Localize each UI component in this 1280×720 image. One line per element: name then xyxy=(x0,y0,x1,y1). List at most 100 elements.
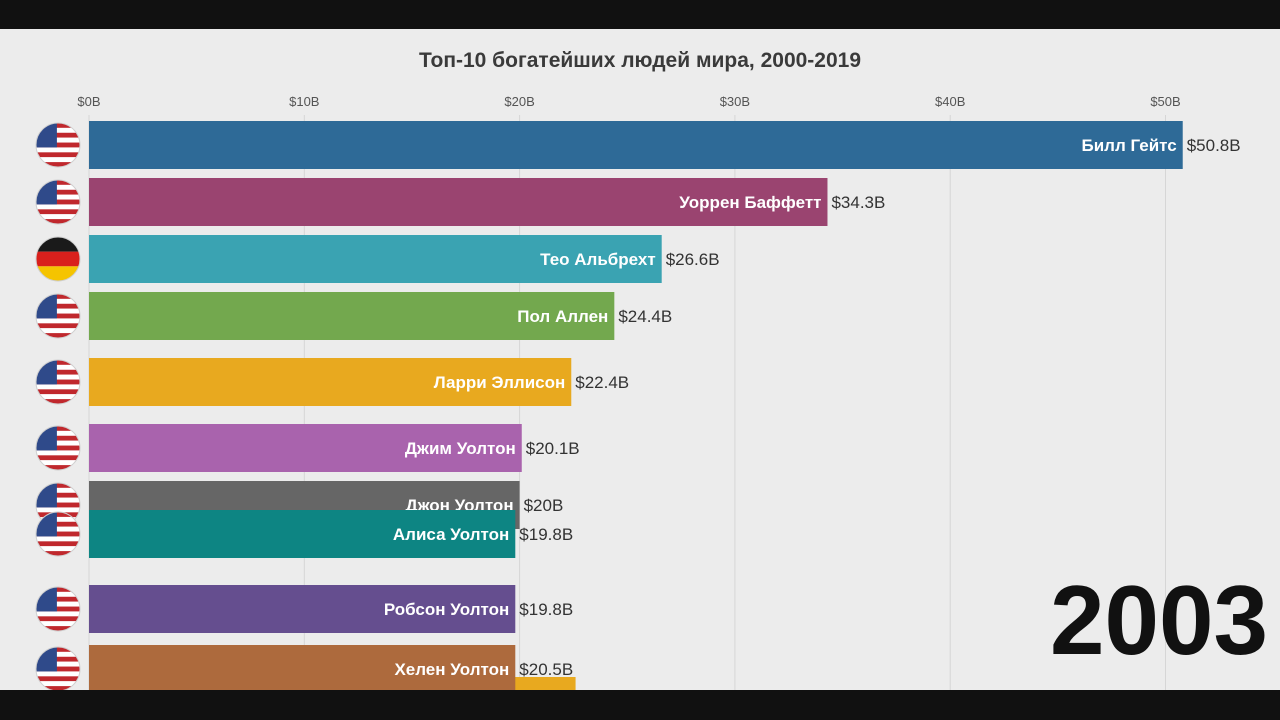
flag-stripe xyxy=(36,596,80,602)
flag-border xyxy=(35,122,81,168)
flag-stripe-black xyxy=(36,237,80,252)
flag-stripe xyxy=(36,676,80,682)
flag-stripe xyxy=(36,209,80,215)
flag-stripe xyxy=(36,384,80,390)
flag-stripe xyxy=(36,497,80,503)
flag-stripe xyxy=(36,214,80,220)
flag-stripe xyxy=(36,152,80,158)
flag-stripe xyxy=(36,360,80,365)
flag-stripe xyxy=(36,526,80,532)
flag-stripe xyxy=(36,440,80,446)
bar-value-label: $19.8B xyxy=(519,600,573,619)
bar-name-label: Хелен Уолтон xyxy=(394,660,509,679)
flag-stripe xyxy=(36,308,80,314)
flag-stripe xyxy=(36,426,80,431)
flag-stripe xyxy=(36,369,80,375)
usa-flag xyxy=(36,180,80,224)
flag-stripe xyxy=(36,374,80,380)
flag-stripe xyxy=(36,333,80,338)
bar xyxy=(89,292,615,340)
flag-stripe xyxy=(36,399,80,404)
letterbox-bottom xyxy=(0,690,1280,720)
flag-stripe xyxy=(36,460,80,466)
bar-value-label: $50.8B xyxy=(1187,136,1241,155)
flag-stripe xyxy=(36,656,80,662)
flag-stripe xyxy=(36,601,80,607)
flag-stripe xyxy=(36,318,80,324)
flag-stripe xyxy=(36,313,80,319)
flag-stripe-red xyxy=(36,251,80,267)
flag-stripe xyxy=(36,435,80,441)
flag-stripe xyxy=(36,364,80,370)
x-tick-label: $0B xyxy=(77,94,100,109)
bar-name-label: Ларри Эллисон xyxy=(434,373,566,392)
flag-border xyxy=(35,586,81,632)
bar-value-label: $22.4B xyxy=(575,373,629,392)
flag-stripe xyxy=(36,671,80,677)
flag-stripe xyxy=(36,379,80,385)
flag-stripe xyxy=(36,536,80,542)
flag-stripe xyxy=(36,219,80,224)
bar xyxy=(89,585,516,633)
flag-border xyxy=(35,236,81,282)
flag-stripe xyxy=(36,127,80,133)
flag-stripe xyxy=(36,157,80,163)
bar-value-label: $34.3B xyxy=(831,193,885,212)
usa-flag xyxy=(36,647,80,690)
flag-stripe xyxy=(36,394,80,400)
x-tick-label: $10B xyxy=(289,94,319,109)
flag-stripe xyxy=(36,626,80,631)
flag-stripe xyxy=(36,137,80,143)
flag-stripe xyxy=(36,323,80,329)
flag-stripe xyxy=(36,512,80,517)
flag-stripe xyxy=(36,465,80,470)
chart-frame: Топ-10 богатейших людей мира, 2000-2019 … xyxy=(0,29,1280,690)
flag-stripe xyxy=(36,686,80,690)
flag-stripe xyxy=(36,611,80,617)
bar-name-label: Пол Аллен xyxy=(517,307,608,326)
bar xyxy=(89,510,516,558)
flag-stripe xyxy=(36,666,80,672)
bar xyxy=(89,645,516,690)
bar-name-label: Уоррен Баффетт xyxy=(679,193,821,212)
flag-stripe xyxy=(36,162,80,167)
bar-value-label: $20B xyxy=(524,496,564,515)
flag-stripe xyxy=(36,303,80,309)
bar xyxy=(89,178,828,226)
flag-stripe xyxy=(36,661,80,667)
bar-value-label: $20.1B xyxy=(526,439,580,458)
flag-stripe xyxy=(36,142,80,148)
flag-stripe xyxy=(36,180,80,185)
chart-title: Топ-10 богатейших людей мира, 2000-2019 xyxy=(419,49,861,72)
flag-stripe xyxy=(36,184,80,190)
flag-stripe xyxy=(36,587,80,592)
flag-stripe xyxy=(36,531,80,537)
flag-stripe xyxy=(36,328,80,334)
flag-stripe xyxy=(36,147,80,153)
bar-value-label: $20.5B xyxy=(519,660,573,679)
usa-flag xyxy=(36,123,80,167)
flag-stripe xyxy=(36,123,80,128)
bar-name-label: Джим Уолтон xyxy=(405,439,516,458)
bar-value-label: $24.4B xyxy=(618,307,672,326)
flag-stripe xyxy=(36,194,80,200)
germany-flag xyxy=(36,237,80,281)
flag-stripe-gold xyxy=(36,266,80,281)
flag-stripe xyxy=(36,294,80,299)
flag-stripe xyxy=(36,204,80,210)
flag-stripe xyxy=(36,502,80,508)
x-tick-label: $30B xyxy=(720,94,750,109)
flag-border xyxy=(35,425,81,471)
flag-border xyxy=(35,293,81,339)
flag-stripe xyxy=(36,450,80,456)
x-tick-label: $20B xyxy=(504,94,534,109)
flag-stripe xyxy=(36,132,80,138)
bar-name-label: Билл Гейтс xyxy=(1081,136,1176,155)
bar-value-label: $19.8B xyxy=(519,525,573,544)
flag-stripe xyxy=(36,483,80,488)
flag-stripe xyxy=(36,487,80,493)
flag-stripe xyxy=(36,681,80,687)
flag-border xyxy=(35,179,81,225)
flag-stripe xyxy=(36,430,80,436)
